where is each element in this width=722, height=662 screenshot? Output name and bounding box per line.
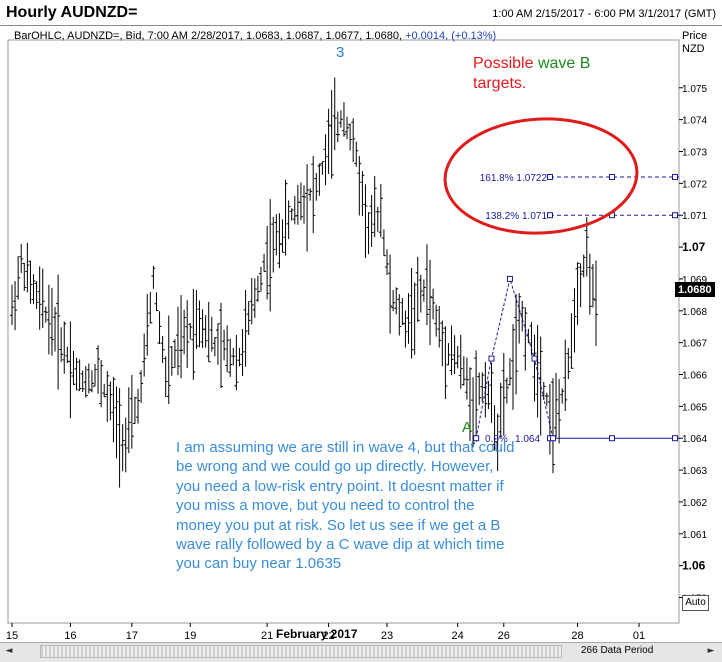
y-tick-label: 1.069 [682,275,707,286]
fib-level-label: 161.8% 1.0722 [480,173,548,184]
fib-handle[interactable] [609,435,615,442]
x-tick-label: 22 [322,630,334,642]
y-tick-label: 1.066 [682,371,707,382]
wave-b-targets-note: Possible wave B targets. [473,54,590,94]
scroll-right-icon[interactable]: ► [707,646,715,656]
chart-title: Hourly AUDNZD= [6,4,138,21]
fib-handle[interactable] [672,173,678,180]
x-tick-label: 24 [452,630,464,642]
wave-3-label: 3 [336,44,345,61]
y-tick-label: 1.065 [682,402,707,413]
targets-word: targets. [473,75,527,92]
y-tick-label: 1.075 [682,84,707,95]
last-price-box [675,282,715,297]
abc-wave-path [475,277,554,439]
y-tick-label: 1.072 [682,179,707,190]
fib-handle[interactable] [609,173,615,180]
fibonacci-projections: 161.8% 1.0722 138.2% 1.071 0.0% 1.064 [473,173,679,445]
y-tick-label: 1.071 [682,211,707,222]
x-tick-label: 17 [126,630,138,642]
y-axis: 1.0591.061.0611.0621.0631.0641.0651.0661… [679,84,707,605]
plot-area-border [7,39,680,624]
x-tick-label: 21 [261,630,273,642]
header-divider [0,25,722,26]
y-tick-label: 1.062 [682,498,707,509]
fib-level-label: 138.2% 1.071 [485,211,547,222]
x-axis-title: February 2017 [276,627,358,641]
abc-point-handle[interactable] [506,275,513,282]
y-tick-label: 1.073 [682,148,707,159]
y-tick-label: 1.074 [682,116,707,127]
abc-point-handle[interactable] [473,435,480,442]
x-tick-label: 15 [6,630,18,642]
y-tick-label: 1.067 [682,339,707,350]
analysis-commentary: I am assuming we are still in wave 4, bu… [176,439,515,573]
y-tick-label: 1.06 [682,559,706,573]
x-axis: 15 16 17 19 21 22 23 24 26 28 01 [6,623,645,642]
ohlc-bars [10,77,598,488]
y-axis-header-price: Price [682,30,708,42]
ohlc-values: BarOHLC, AUDNZD=, Bid, 7:00 AM 2/28/2017… [14,30,402,42]
price-change: +0.0014, (+0.13%) [405,30,497,42]
target-zone-ellipse [443,117,639,235]
last-price-label: 1.0680 [678,284,712,296]
scrollbar-thumb[interactable] [40,645,562,658]
data-period-label[interactable]: 266 Data Period [581,645,654,656]
scroll-left-icon[interactable]: ◄ [5,646,13,656]
auto-scale-button[interactable]: Auto [682,595,709,611]
fib-handle[interactable] [672,212,678,219]
date-range: 1:00 AM 2/15/2017 - 6:00 PM 3/1/2017 (GM… [492,8,716,20]
x-tick-label: 19 [184,630,196,642]
fib-handle[interactable] [547,212,553,219]
possible-word: Possible [473,55,534,72]
wave-b-word: wave B [537,55,591,72]
x-tick-label: 23 [381,630,393,642]
x-tick-label: 16 [64,630,76,642]
ohlc-readout: BarOHLC, AUDNZD=, Bid, 7:00 AM 2/28/2017… [14,30,496,42]
wave-a-label: A [462,419,473,436]
abc-point-handle[interactable] [549,435,556,442]
y-axis-header-currency: NZD [682,43,705,55]
y-tick-label: 1.068 [682,307,707,318]
abc-point-handle[interactable] [531,355,538,362]
y-tick-label: 1.063 [682,466,707,477]
x-tick-label: 01 [633,630,645,642]
fib-handle[interactable] [547,173,553,180]
abc-point-handle[interactable] [488,355,495,362]
y-tick-label: 1.061 [682,530,707,541]
fib-1064-label: 1.064 [515,434,540,445]
x-tick-label: 26 [498,630,510,642]
y-tick-label: 1.064 [682,434,707,445]
fib-zero-label: 0.0% [485,434,508,445]
y-tick-label: 1.07 [682,240,706,254]
fib-handle[interactable] [672,435,678,442]
x-tick-label: 28 [571,630,583,642]
